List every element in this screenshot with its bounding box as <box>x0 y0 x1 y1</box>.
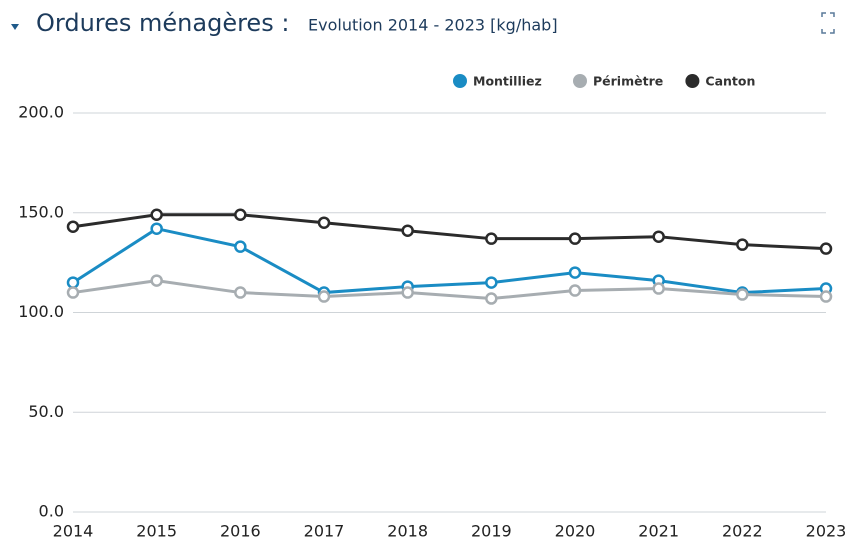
x-tick-label: 2021 <box>638 522 679 541</box>
data-point <box>736 238 749 251</box>
data-point <box>652 282 665 295</box>
expand-icon[interactable] <box>821 12 835 34</box>
x-tick-label: 2018 <box>387 522 428 541</box>
chart-subtitle: Evolution 2014 - 2023 [kg/hab] <box>308 16 558 35</box>
collapse-toggle[interactable] <box>11 24 19 30</box>
x-tick-label: 2016 <box>220 522 261 541</box>
x-tick-label: 2017 <box>304 522 345 541</box>
data-point <box>568 284 582 297</box>
data-point <box>568 232 582 245</box>
y-tick-label: 200.0 <box>18 103 64 122</box>
x-tick-label: 2014 <box>53 522 94 541</box>
data-point <box>401 224 414 237</box>
data-point <box>736 288 749 301</box>
data-point <box>568 266 582 279</box>
legend-marker <box>453 74 467 88</box>
chart-title: Ordures ménagères : <box>36 9 289 37</box>
x-tick-label: 2015 <box>136 522 177 541</box>
data-point <box>485 292 498 305</box>
legend-label: Périmètre <box>593 74 663 89</box>
legend-marker <box>685 74 700 88</box>
data-point <box>234 286 247 299</box>
data-point <box>819 290 833 303</box>
data-point <box>150 274 163 287</box>
data-point <box>66 286 80 299</box>
data-point <box>819 242 833 255</box>
x-tick-label: 2022 <box>722 522 763 541</box>
y-tick-label: 100.0 <box>18 302 64 321</box>
x-tick-label: 2019 <box>471 522 512 541</box>
data-point <box>150 208 163 221</box>
data-point <box>150 222 163 235</box>
y-tick-label: 150.0 <box>18 202 64 221</box>
series-line <box>72 213 827 251</box>
legend-label: Montilliez <box>473 74 542 89</box>
data-point <box>317 216 331 229</box>
data-point <box>234 208 247 221</box>
data-point <box>66 220 80 233</box>
data-point <box>485 276 498 289</box>
y-tick-label: 50.0 <box>28 402 64 421</box>
legend-label: Canton <box>705 74 755 89</box>
x-tick-label: 2020 <box>555 522 596 541</box>
data-point <box>317 290 331 303</box>
legend-marker <box>573 74 587 88</box>
x-tick-label: 2023 <box>806 522 847 541</box>
y-tick-label: 0.0 <box>39 502 64 521</box>
data-point <box>485 232 498 245</box>
data-point <box>652 230 665 243</box>
data-point <box>234 240 247 253</box>
data-point <box>401 286 414 299</box>
series-line <box>72 227 827 295</box>
series-line <box>72 279 827 301</box>
data-point <box>66 276 80 289</box>
